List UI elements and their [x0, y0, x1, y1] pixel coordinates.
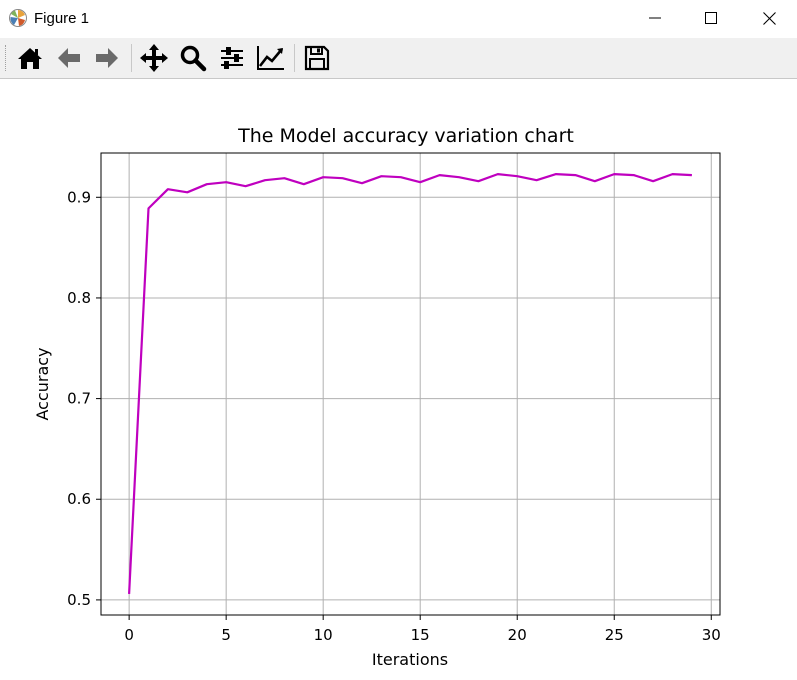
y-tick-label: 0.5: [67, 591, 91, 609]
window-titlebar: Figure 1: [0, 0, 797, 38]
maximize-icon: [705, 12, 717, 24]
y-tick-label: 0.8: [67, 289, 91, 307]
maximize-button[interactable]: [682, 0, 740, 36]
toolbar-separator: [131, 44, 132, 72]
home-button[interactable]: [14, 42, 46, 74]
x-tick-label: 10: [314, 626, 333, 644]
x-tick-label: 15: [411, 626, 430, 644]
zoom-icon: [180, 45, 207, 72]
home-icon: [18, 48, 42, 69]
y-tick-label: 0.9: [67, 188, 91, 206]
plot-frame: [100, 152, 721, 616]
close-icon: [762, 11, 776, 25]
close-button[interactable]: [740, 0, 797, 36]
matplotlib-icon: [9, 9, 27, 27]
pan-icon: [140, 44, 168, 72]
series-group: [128, 172, 692, 594]
chart-title: The Model accuracy variation chart: [237, 125, 574, 147]
y-tick-label: 0.7: [67, 390, 91, 408]
x-tick-label: 20: [508, 626, 527, 644]
edit-axis-icon: [257, 46, 284, 70]
forward-arrow-icon: [96, 48, 118, 68]
accuracy-series-line: [128, 172, 692, 594]
toolbar-separator: [294, 44, 295, 72]
edit-axis-button[interactable]: [255, 42, 287, 74]
zoom-button[interactable]: [177, 42, 209, 74]
window-title: Figure 1: [34, 10, 90, 27]
configure-subplots-button[interactable]: [216, 42, 248, 74]
y-tick-label: 0.6: [67, 490, 91, 508]
back-arrow-icon: [58, 48, 80, 68]
toolbar-grip: [5, 45, 8, 71]
figure-canvas[interactable]: The Model accuracy variation chart 0 5 10 1…: [0, 79, 797, 676]
y-axis-label: Accuracy: [33, 347, 52, 420]
forward-button[interactable]: [91, 42, 123, 74]
x-tick-label: 0: [124, 626, 134, 644]
back-button[interactable]: [53, 42, 85, 74]
grid-lines: [101, 153, 720, 615]
x-tick-label: 5: [221, 626, 231, 644]
minimize-icon: [649, 17, 661, 19]
x-tick-label: 25: [605, 626, 624, 644]
save-icon: [304, 45, 330, 71]
pan-button[interactable]: [138, 42, 170, 74]
y-axis-ticks: 0.5 0.6 0.7 0.8 0.9: [67, 188, 101, 609]
accuracy-line-chart: The Model accuracy variation chart 0 5 10 1…: [33, 125, 721, 669]
save-button[interactable]: [301, 42, 333, 74]
configure-subplots-icon: [221, 47, 243, 69]
x-tick-label: 30: [702, 626, 721, 644]
x-axis-label: Iterations: [372, 650, 448, 669]
minimize-button[interactable]: [626, 0, 684, 36]
x-axis-ticks: 0 5 10 15 20 25 30: [124, 615, 721, 644]
navigation-toolbar: [0, 38, 797, 79]
